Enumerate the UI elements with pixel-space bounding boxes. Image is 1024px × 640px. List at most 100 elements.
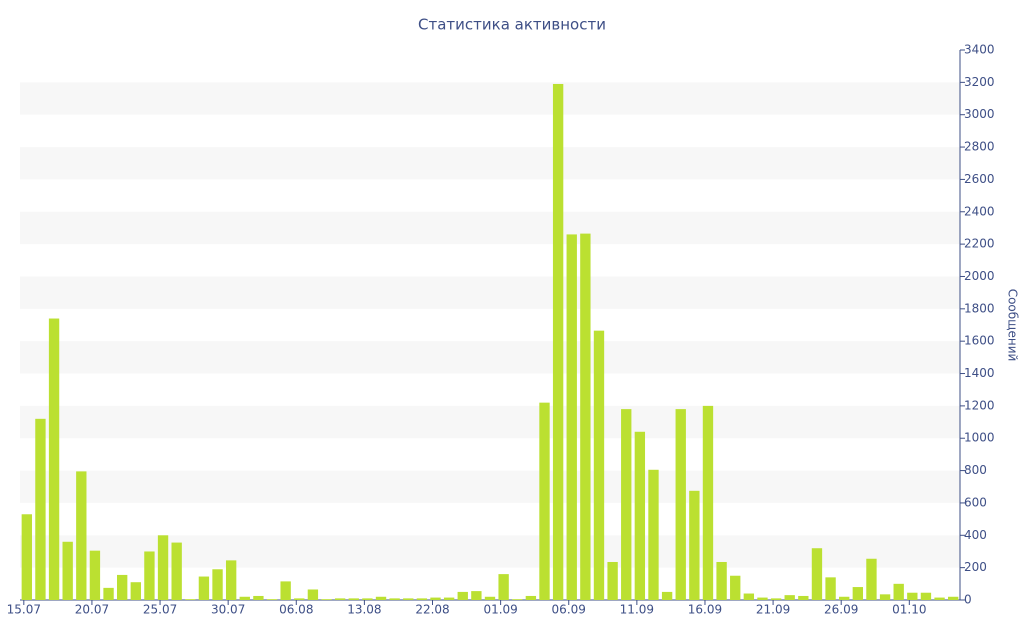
bar xyxy=(239,596,250,600)
bar xyxy=(375,596,387,600)
bar xyxy=(825,577,836,600)
y-tick-label: 1400 xyxy=(964,366,995,380)
bar xyxy=(539,402,550,600)
x-tick-label: 01.09 xyxy=(483,603,517,617)
bar xyxy=(471,591,482,600)
y-tick-label: 3200 xyxy=(964,75,995,89)
y-tick-label: 2200 xyxy=(964,237,995,251)
bar xyxy=(294,598,305,600)
y-tick-label: 600 xyxy=(964,495,987,509)
y-tick-label: 1600 xyxy=(964,334,995,348)
bar xyxy=(770,598,782,600)
grid-band xyxy=(20,470,960,503)
bar xyxy=(852,587,864,600)
y-tick-label: 0 xyxy=(964,593,972,607)
bar xyxy=(580,233,591,600)
y-tick-label: 2600 xyxy=(964,172,995,186)
bar xyxy=(48,318,60,600)
bar xyxy=(171,542,182,600)
chart-title: Статистика активности xyxy=(418,16,606,34)
bar xyxy=(362,598,373,600)
bar xyxy=(116,574,128,600)
x-tick-label: 06.08 xyxy=(279,603,313,617)
bar xyxy=(893,583,904,600)
bar xyxy=(621,409,632,600)
bar xyxy=(811,548,823,600)
bar xyxy=(130,582,141,600)
bar xyxy=(76,471,87,600)
bar xyxy=(157,535,169,600)
bar xyxy=(457,591,468,600)
x-tick-label: 11.09 xyxy=(620,603,654,617)
bar xyxy=(512,599,523,600)
bar xyxy=(648,469,659,600)
bar xyxy=(743,593,755,600)
bar xyxy=(607,561,618,600)
y-tick-label: 400 xyxy=(964,528,987,542)
bar xyxy=(784,595,795,600)
bar xyxy=(144,551,155,600)
y-tick-label: 1200 xyxy=(964,398,995,412)
grid-band xyxy=(20,82,960,115)
x-tick-label: 15.07 xyxy=(7,603,41,617)
bar xyxy=(416,598,428,600)
bar xyxy=(185,599,196,600)
bar xyxy=(403,598,414,600)
y-tick-label: 2400 xyxy=(964,204,995,218)
y-tick-label: 2800 xyxy=(964,140,995,154)
bar xyxy=(484,596,496,600)
x-tick-label: 21.09 xyxy=(756,603,790,617)
grid-band xyxy=(20,405,960,439)
bar xyxy=(552,83,564,601)
y-tick-label: 2000 xyxy=(964,269,995,283)
grid-band xyxy=(20,341,960,374)
y-axis-label: Сообщений xyxy=(1006,289,1020,362)
bar xyxy=(266,599,278,600)
bar xyxy=(443,597,455,600)
y-tick-label: 3000 xyxy=(964,107,995,121)
bar xyxy=(879,594,891,600)
bar xyxy=(103,587,114,600)
bar xyxy=(689,490,700,600)
bar xyxy=(702,405,714,600)
bar xyxy=(593,330,605,600)
x-tick-label: 30.07 xyxy=(211,603,245,617)
bar xyxy=(675,409,686,600)
y-tick-label: 1000 xyxy=(964,431,995,445)
x-tick-label: 01.10 xyxy=(892,603,926,617)
x-tick-label: 22.08 xyxy=(415,603,449,617)
y-tick-label: 800 xyxy=(964,463,987,477)
bar xyxy=(307,589,319,600)
bar xyxy=(716,561,727,600)
bar xyxy=(21,514,32,600)
bar xyxy=(757,597,768,600)
bar xyxy=(920,592,932,600)
bar xyxy=(334,598,346,600)
bar xyxy=(730,575,741,600)
bar xyxy=(934,597,945,600)
bar xyxy=(253,595,264,600)
x-tick-label: 26.09 xyxy=(824,603,858,617)
bar xyxy=(798,595,809,600)
bar xyxy=(566,234,577,601)
x-tick-label: 06.09 xyxy=(552,603,586,617)
x-tick-label: 13.08 xyxy=(347,603,381,617)
x-tick-label: 20.07 xyxy=(75,603,109,617)
bar xyxy=(634,431,646,600)
x-tick-label: 16.09 xyxy=(688,603,722,617)
y-tick-label: 3400 xyxy=(964,43,995,57)
bar xyxy=(389,598,400,600)
grid-band xyxy=(20,276,960,309)
y-tick-label: 200 xyxy=(964,560,987,574)
bar xyxy=(62,541,73,600)
bar xyxy=(89,550,101,600)
bar xyxy=(321,599,332,600)
bar xyxy=(198,576,210,600)
bar xyxy=(907,592,918,600)
x-tick-label: 25.07 xyxy=(143,603,177,617)
bar xyxy=(212,569,223,600)
bar xyxy=(498,574,509,600)
bar xyxy=(280,581,291,600)
grid-band xyxy=(20,147,960,180)
